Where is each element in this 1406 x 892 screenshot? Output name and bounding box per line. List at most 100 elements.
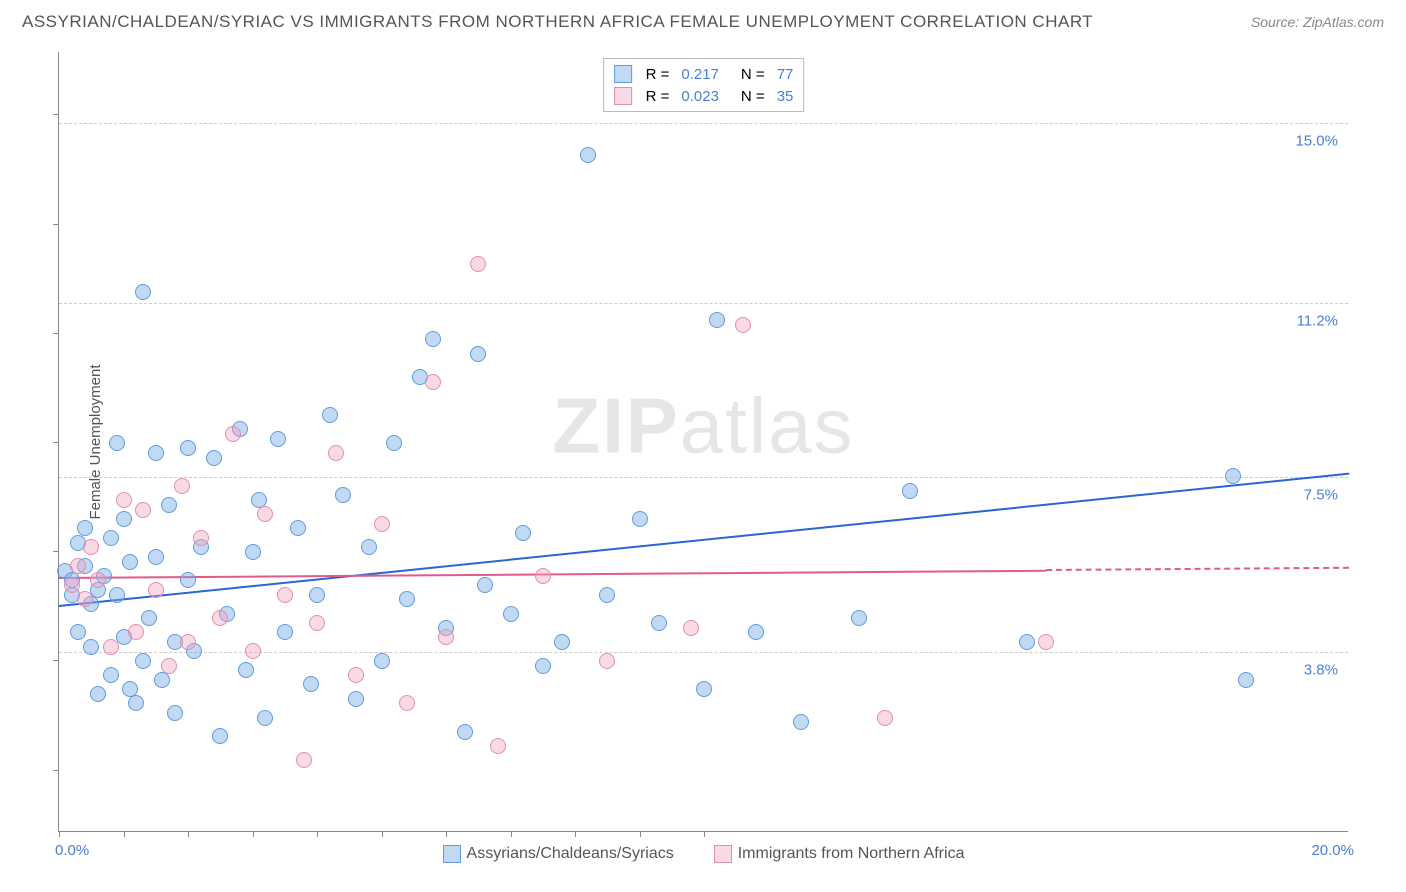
assyrians-point [1019,634,1035,650]
assyrians-point [477,577,493,593]
nafrica-point [225,426,241,442]
watermark-bold: ZIP [552,381,679,469]
legend-series-item: Immigrants from Northern Africa [714,845,965,863]
assyrians-point [212,728,228,744]
assyrians-point [580,147,596,163]
assyrians-point [238,662,254,678]
y-tick-label: 3.8% [1304,662,1338,679]
legend-series-label: Immigrants from Northern Africa [738,845,965,863]
y-tick [53,770,59,771]
x-tick [59,831,60,837]
assyrians-point [257,710,273,726]
x-tick [124,831,125,837]
nafrica-point [148,582,164,598]
assyrians-point [457,724,473,740]
legend-swatch [714,845,732,863]
nafrica-point [374,516,390,532]
assyrians-point [116,511,132,527]
assyrians-point [245,544,261,560]
assyrians-point [90,686,106,702]
nafrica-point [116,492,132,508]
x-tick [511,831,512,837]
assyrians-point [148,445,164,461]
assyrians-point [154,672,170,688]
legend-series-label: Assyrians/Chaldeans/Syriacs [467,845,674,863]
gridline [59,477,1348,478]
x-tick [253,831,254,837]
nafrica-point [535,568,551,584]
nafrica-point [103,639,119,655]
nafrica-point [193,530,209,546]
legend-r-value: 0.217 [681,66,719,83]
legend-n-label: N = [741,88,765,105]
nafrica-trend-line-dashed [1046,567,1349,571]
legend-n-label: N = [741,66,765,83]
nafrica-point [735,317,751,333]
assyrians-point [277,624,293,640]
correlation-legend: R =0.217N =77R =0.023N =35 [603,58,805,112]
assyrians-point [554,634,570,650]
assyrians-point [70,624,86,640]
nafrica-point [348,667,364,683]
nafrica-point [70,558,86,574]
nafrica-point [1038,634,1054,650]
x-tick [575,831,576,837]
y-tick-label: 11.2% [1297,312,1338,329]
assyrians-point [425,331,441,347]
source-label: Source: ZipAtlas.com [1251,14,1384,30]
assyrians-point [348,691,364,707]
assyrians-point [399,591,415,607]
nafrica-point [135,502,151,518]
nafrica-point [245,643,261,659]
assyrians-point [470,346,486,362]
assyrians-point [109,587,125,603]
assyrians-point [180,572,196,588]
nafrica-point [212,610,228,626]
assyrians-point [793,714,809,730]
watermark: ZIPatlas [552,380,854,471]
nafrica-point [128,624,144,640]
nafrica-point [309,615,325,631]
nafrica-trend-line [59,569,1046,578]
assyrians-point [851,610,867,626]
assyrians-point [374,653,390,669]
y-tick [53,442,59,443]
assyrians-point [1225,468,1241,484]
nafrica-point [683,620,699,636]
nafrica-point [399,695,415,711]
assyrians-point [141,610,157,626]
nafrica-point [328,445,344,461]
x-tick [704,831,705,837]
assyrians-point [902,483,918,499]
assyrians-point [303,676,319,692]
nafrica-point [877,710,893,726]
assyrians-point [206,450,222,466]
assyrians-point [122,554,138,570]
y-tick [53,551,59,552]
gridline [59,303,1348,304]
y-tick-label: 7.5% [1304,487,1338,504]
legend-swatch [614,65,632,83]
nafrica-point [174,478,190,494]
assyrians-point [651,615,667,631]
assyrians-point [161,497,177,513]
assyrians-point [148,549,164,565]
nafrica-point [490,738,506,754]
y-tick [53,114,59,115]
watermark-light: atlas [680,381,855,469]
assyrians-point [309,587,325,603]
assyrians-point [515,525,531,541]
x-tick [317,831,318,837]
legend-n-value: 77 [777,66,794,83]
assyrians-point [361,539,377,555]
nafrica-point [161,658,177,674]
x-tick [188,831,189,837]
assyrians-point [386,435,402,451]
assyrians-point [632,511,648,527]
y-tick-label: 15.0% [1295,132,1338,149]
legend-swatch [614,87,632,105]
x-tick [640,831,641,837]
series-legend: Assyrians/Chaldeans/Syriacs Immigrants fr… [59,845,1348,863]
assyrians-point [696,681,712,697]
assyrians-point [109,435,125,451]
